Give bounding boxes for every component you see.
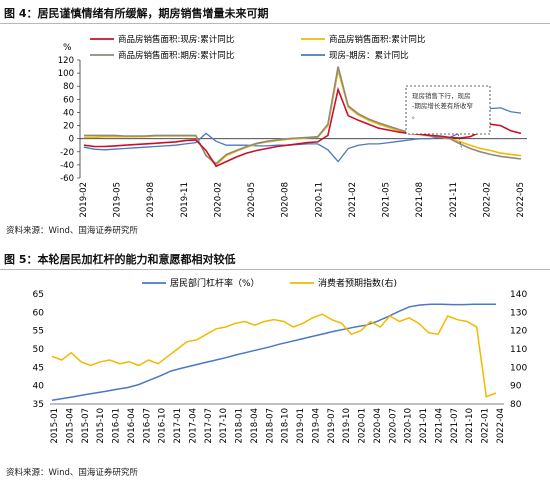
- y-left-tick-label: 50: [33, 345, 45, 355]
- x-tick-label: 2022-05: [516, 182, 526, 218]
- chart-2: 35 40 45 50 55 60 65 80 90 100 110 120 130 140 2015-01…: [33, 277, 528, 444]
- x-tick-label: 2018-07: [265, 408, 275, 444]
- x-tick-label: 2017-04: [188, 408, 198, 444]
- x-tick-label: 2021-01: [419, 408, 429, 444]
- y-left-tick-label: 65: [33, 290, 44, 300]
- x-tick-label: 2021-02: [348, 182, 358, 218]
- y-tick-label: 40: [63, 108, 74, 118]
- x-tick-label: 2020-10: [404, 408, 414, 444]
- legend-label-0: 商品房销售面积:现房:累计同比: [118, 34, 234, 45]
- series-line-0: [51, 303, 496, 402]
- y-right-tick-label: 90: [510, 382, 522, 392]
- y-tick-label: 0: [69, 135, 74, 145]
- y-tick-label: 120: [58, 56, 74, 66]
- x-tick-label: 2016-10: [158, 408, 168, 444]
- legend-bg: [297, 49, 503, 62]
- legend-label-3: 现房-期房：累计同比: [329, 50, 409, 61]
- y-tick-label: -20: [60, 148, 74, 158]
- x-tick-label: 2020-07: [388, 408, 398, 444]
- x-tick-label: 2020-01: [358, 408, 368, 444]
- y-tick-label: 20: [63, 122, 74, 132]
- x-tick-label: 2016-04: [127, 408, 137, 444]
- figure-4-source: 资料来源：Wind、国海证券研究所: [6, 226, 138, 236]
- legend-label-0: 居民部门杠杆率（%）: [170, 277, 260, 289]
- series-line-1: [51, 313, 497, 398]
- x-tick-label: 2020-04: [373, 408, 383, 444]
- x-tick-label: 2021-11: [449, 182, 459, 218]
- legend-bg: [86, 49, 292, 62]
- figure-5-title: 图 5：本轮居民加杠杆的能力和意愿都相对较低: [0, 250, 550, 270]
- y-tick-label: 80: [63, 82, 74, 92]
- legend-label-1: 消费者预期指数(右): [318, 277, 397, 289]
- x-tick-label: 2017-07: [204, 408, 214, 444]
- x-tick-label: 2019-07: [327, 408, 337, 444]
- y-axis-unit-label: %: [63, 43, 72, 53]
- annotation-text: 现房销售下行，现房-期房增长差有所收窄。: [412, 91, 473, 120]
- x-tick-label: 2015-04: [65, 408, 75, 444]
- legend-bg: [297, 33, 503, 46]
- legend-label-1: 商品房销售面积:累计同比: [329, 34, 425, 45]
- y-left-tick-label: 45: [33, 363, 44, 373]
- y-right-tick-label: 140: [510, 290, 527, 300]
- y-left-tick-label: 55: [33, 327, 44, 337]
- y-left-tick-label: 60: [33, 308, 45, 318]
- x-tick-label: 2021-10: [465, 408, 475, 444]
- chart-1: -60 -40 -20 0 20 40 60 80 100 120 2019-02 2019-05 20…: [58, 33, 527, 218]
- x-tick-label: 2015-01: [50, 408, 60, 444]
- y-tick-label: 60: [63, 95, 74, 105]
- y-tick-label: -40: [60, 161, 74, 171]
- x-tick-label: 2015-07: [81, 408, 91, 444]
- x-tick-label: 2020-02: [213, 182, 223, 218]
- x-tick-label: 2020-11: [314, 182, 324, 218]
- x-tick-label: 2021-07: [450, 408, 460, 444]
- x-tick-label: 2017-01: [173, 408, 183, 444]
- figure-4-title: 图 4：居民谨慎情绪有所缓解，期房销售增量未来可期: [0, 4, 550, 24]
- x-tick-label: 2016-01: [112, 408, 122, 444]
- x-tick-label: 2015-10: [96, 408, 106, 444]
- x-tick-label: 2017-10: [219, 408, 229, 444]
- y-right-tick-label: 130: [510, 308, 527, 318]
- y-right-tick-label: 80: [510, 400, 522, 410]
- x-tick-label: 2020-05: [247, 182, 257, 218]
- legend-label-2: 商品房销售面积:期房:累计同比: [118, 50, 234, 61]
- x-tick-label: 2021-08: [415, 182, 425, 218]
- x-tick-label: 2022-04: [496, 408, 506, 444]
- x-tick-label: 2021-04: [434, 408, 444, 444]
- chart-1-axes: -60 -40 -20 0 20 40 60 80 100 120 2019-02 2019-05 20…: [58, 56, 527, 218]
- chart-2-axes: 35 40 45 50 55 60 65 80 90 100 110 120 130 140 2015-01…: [33, 290, 528, 444]
- x-tick-label: 2019-08: [146, 182, 156, 218]
- x-tick-label: 2019-05: [113, 182, 123, 218]
- chart-1-legend: 商品房销售面积:现房:累计同比 商品房销售面积:累计同比商品房销售面积:期房:累计…: [86, 33, 503, 62]
- chart-2-legend: 居民部门杠杆率（%） 消费者预期指数(右): [142, 277, 397, 289]
- y-left-tick-label: 35: [33, 400, 44, 410]
- x-tick-label: 2020-08: [281, 182, 291, 218]
- chart-1-annotation: 现房销售下行，现房-期房增长差有所收窄。: [405, 85, 491, 135]
- y-tick-label: 100: [58, 69, 74, 79]
- x-tick-label: 2016-07: [142, 408, 152, 444]
- x-tick-label: 2022-02: [482, 182, 492, 218]
- x-tick-label: 2019-11: [180, 182, 190, 218]
- y-right-tick-label: 100: [510, 363, 527, 373]
- x-tick-label: 2018-04: [250, 408, 260, 444]
- annotation-leader: [457, 133, 463, 151]
- y-right-tick-label: 110: [510, 345, 527, 355]
- x-tick-label: 2019-02: [79, 182, 89, 218]
- y-left-tick-label: 40: [33, 382, 45, 392]
- y-tick-label: -60: [60, 174, 74, 184]
- x-tick-label: 2019-10: [342, 408, 352, 444]
- x-tick-label: 2019-01: [296, 408, 306, 444]
- x-tick-label: 2018-01: [235, 408, 245, 444]
- chart-2-series: [51, 303, 497, 402]
- x-tick-label: 2018-10: [281, 408, 291, 444]
- figure-5-source: 资料来源：Wind、国海证券研究所: [6, 468, 138, 478]
- x-tick-label: 2022-01: [481, 408, 491, 444]
- series-line-0: [83, 86, 522, 168]
- x-tick-label: 2019-04: [311, 408, 321, 444]
- x-tick-label: 2021-05: [382, 182, 392, 218]
- y-right-tick-label: 120: [510, 327, 527, 337]
- series-line-2: [84, 66, 522, 165]
- chart-1-series: [83, 66, 522, 168]
- legend-bg: [86, 33, 292, 46]
